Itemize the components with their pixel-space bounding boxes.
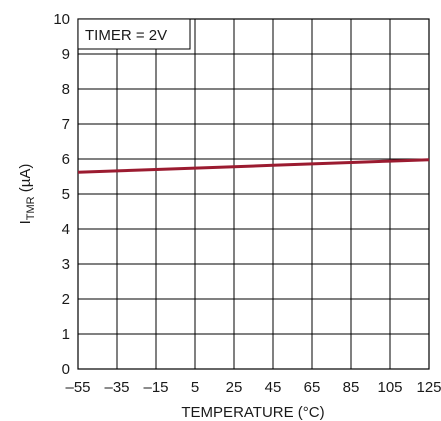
x-tick-label: 105 xyxy=(377,379,402,396)
y-tick-label: 3 xyxy=(62,256,70,273)
x-tick-labels: –55 –35 –15 5 25 45 65 85 105 125 xyxy=(65,379,441,396)
grid xyxy=(77,18,430,370)
y-axis-title-sub: TMR xyxy=(25,196,37,220)
x-axis-title: TEMPERATURE (°C) xyxy=(181,404,324,421)
x-tick-label: 125 xyxy=(416,379,441,396)
y-axis-title-main: I xyxy=(17,220,34,224)
series xyxy=(77,158,430,174)
y-tick-label: 2 xyxy=(62,291,70,308)
y-tick-label: 5 xyxy=(62,186,70,203)
annotation-text: TIMER = 2V xyxy=(85,27,167,44)
x-tick-label: 45 xyxy=(265,379,282,396)
x-tick-label: –15 xyxy=(143,379,168,396)
x-tick-label: 85 xyxy=(343,379,360,396)
y-axis-title-unit: (µA) xyxy=(17,164,34,197)
y-tick-labels: 0 1 2 3 4 5 6 7 8 9 10 xyxy=(53,11,70,378)
x-tick-label: 65 xyxy=(304,379,321,396)
y-tick-label: 4 xyxy=(62,221,70,238)
y-tick-label: 1 xyxy=(62,326,70,343)
x-tick-label: 25 xyxy=(226,379,243,396)
y-tick-label: 7 xyxy=(62,116,70,133)
y-tick-label: 0 xyxy=(62,361,70,378)
y-tick-label: 9 xyxy=(62,46,70,63)
plot-frame xyxy=(77,18,430,370)
x-tick-label: 5 xyxy=(191,379,199,396)
series-line xyxy=(77,158,430,174)
x-tick-label: –55 xyxy=(65,379,90,396)
y-axis-title: ITMR (µA) xyxy=(17,164,37,225)
annotation-box xyxy=(77,18,191,50)
y-tick-label: 8 xyxy=(62,81,70,98)
y-tick-label: 10 xyxy=(53,11,70,28)
y-tick-label: 6 xyxy=(62,151,70,168)
x-tick-label: –35 xyxy=(104,379,129,396)
